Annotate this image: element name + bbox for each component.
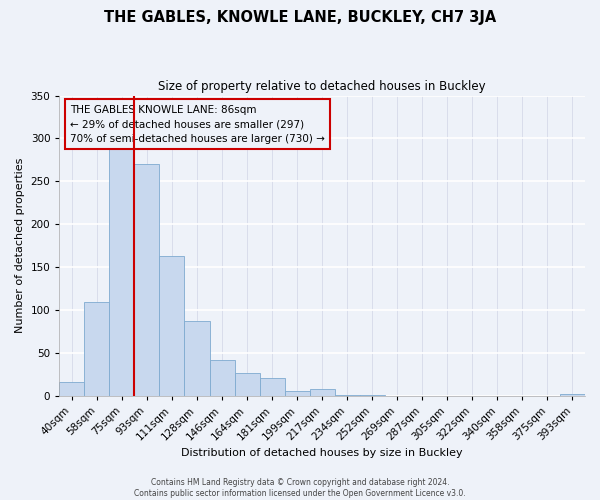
Bar [335,395,360,396]
Bar [134,164,160,396]
Text: THE GABLES, KNOWLE LANE, BUCKLEY, CH7 3JA: THE GABLES, KNOWLE LANE, BUCKLEY, CH7 3J… [104,10,496,25]
Bar [235,373,260,396]
Bar [310,389,335,396]
Text: THE GABLES KNOWLE LANE: 86sqm
← 29% of detached houses are smaller (297)
70% of : THE GABLES KNOWLE LANE: 86sqm ← 29% of d… [70,104,325,144]
Bar [209,360,235,396]
Bar [59,382,85,396]
Bar [109,143,134,396]
Text: Contains HM Land Registry data © Crown copyright and database right 2024.
Contai: Contains HM Land Registry data © Crown c… [134,478,466,498]
Bar [360,395,385,396]
Title: Size of property relative to detached houses in Buckley: Size of property relative to detached ho… [158,80,486,93]
Bar [284,391,310,396]
X-axis label: Distribution of detached houses by size in Buckley: Distribution of detached houses by size … [181,448,463,458]
Bar [184,322,209,396]
Bar [560,394,585,396]
Y-axis label: Number of detached properties: Number of detached properties [15,158,25,334]
Bar [160,256,184,396]
Bar [260,378,284,396]
Bar [85,302,109,396]
